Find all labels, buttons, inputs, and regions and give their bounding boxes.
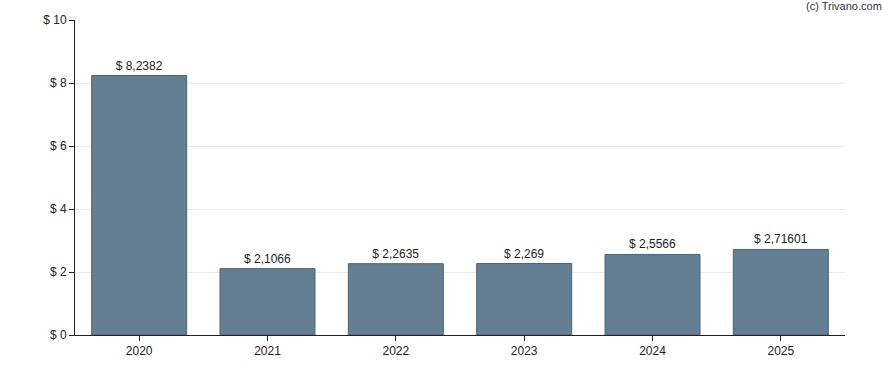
svg-text:$ 0: $ 0: [50, 328, 67, 342]
svg-text:2022: 2022: [382, 344, 409, 358]
svg-text:$ 2,1066: $ 2,1066: [244, 252, 291, 266]
svg-text:2021: 2021: [254, 344, 281, 358]
svg-text:$ 10: $ 10: [43, 13, 67, 27]
svg-text:$ 8: $ 8: [50, 76, 67, 90]
svg-text:$ 2,71601: $ 2,71601: [754, 232, 808, 246]
svg-text:$ 2: $ 2: [50, 265, 67, 279]
svg-text:$ 2,269: $ 2,269: [504, 247, 544, 261]
svg-text:(c) Trivano.com: (c) Trivano.com: [806, 0, 882, 12]
svg-text:2025: 2025: [767, 344, 794, 358]
svg-text:2023: 2023: [511, 344, 538, 358]
svg-text:2024: 2024: [639, 344, 666, 358]
svg-text:$ 4: $ 4: [50, 202, 67, 216]
svg-text:$ 2,5566: $ 2,5566: [629, 237, 676, 251]
svg-text:$ 2,2635: $ 2,2635: [372, 247, 419, 261]
svg-text:2020: 2020: [126, 344, 153, 358]
svg-text:$ 8,2382: $ 8,2382: [116, 59, 163, 73]
svg-text:$ 6: $ 6: [50, 139, 67, 153]
